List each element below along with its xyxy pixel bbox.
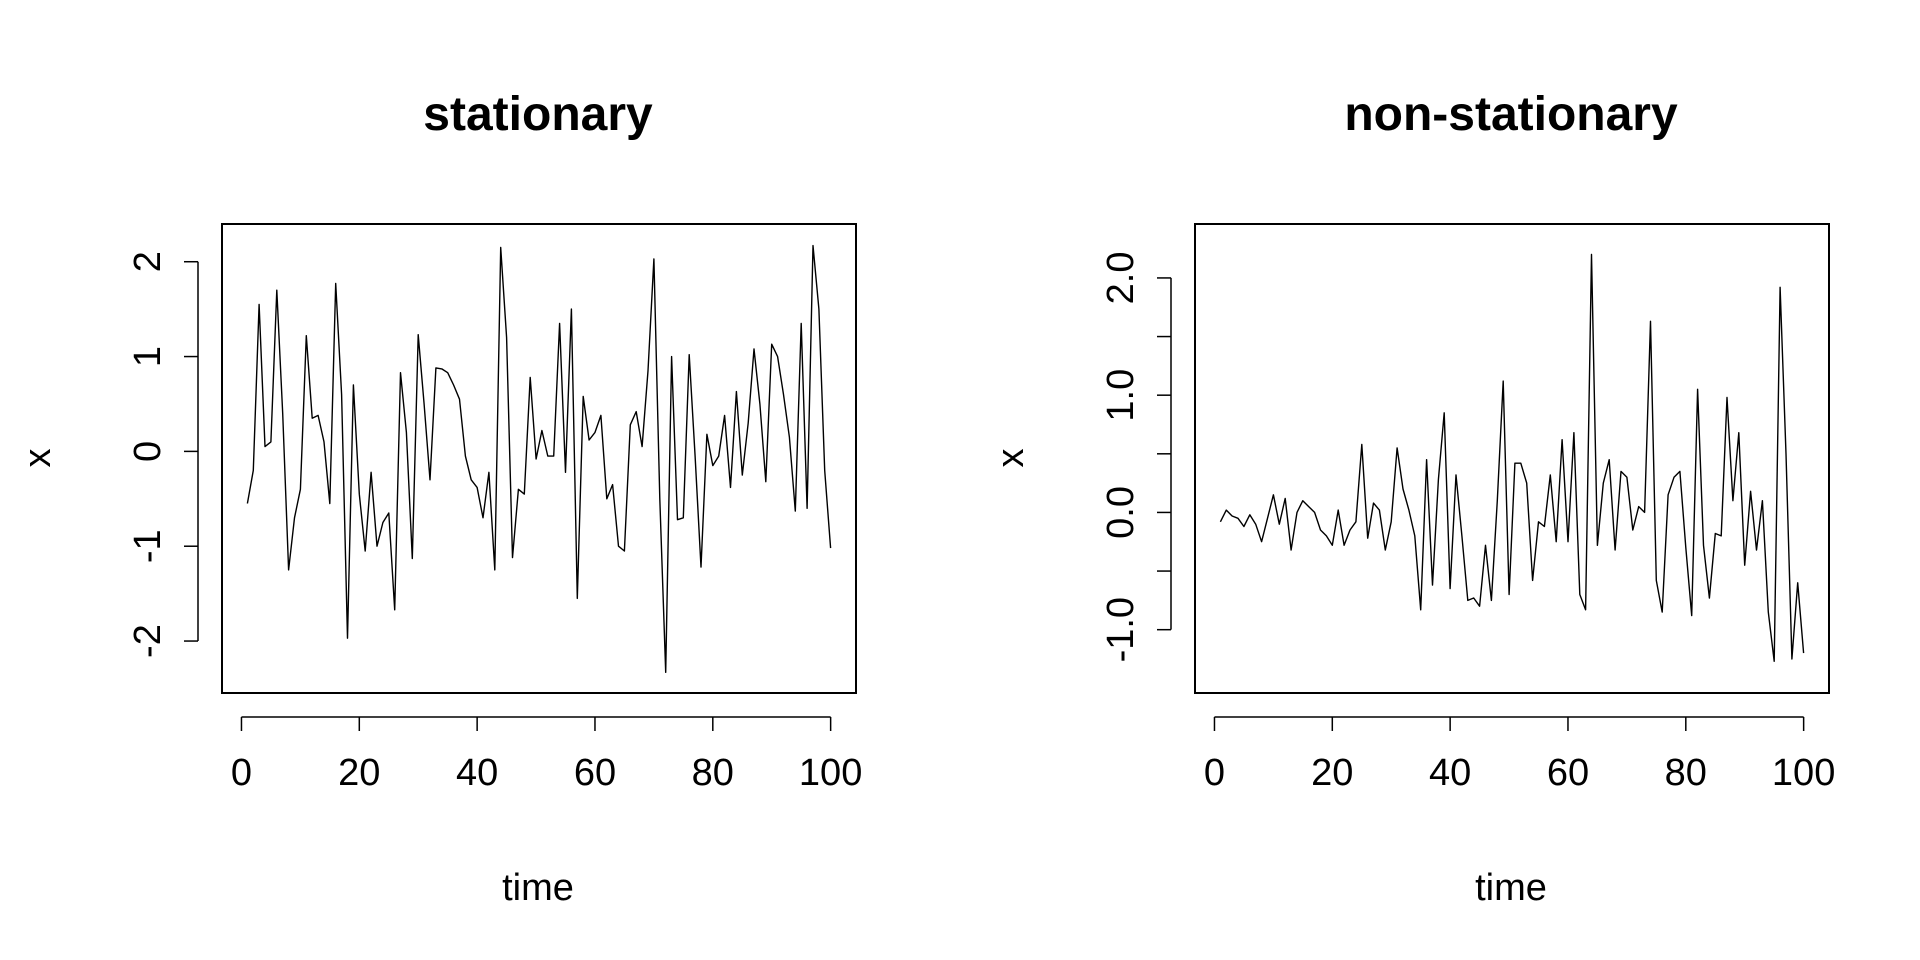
panel-title: stationary xyxy=(423,88,653,141)
y-tick-label: 1.0 xyxy=(1100,369,1142,422)
x-axis-label: time xyxy=(502,867,574,909)
x-axis: 0 20 40 60 80 100 xyxy=(231,716,862,794)
y-tick-label: 0.0 xyxy=(1100,486,1142,539)
x-tick-label: 0 xyxy=(231,752,252,794)
plot-frame xyxy=(1194,223,1830,694)
x-tick-label: 60 xyxy=(1547,752,1589,794)
x-tick-label: 0 xyxy=(1204,752,1225,794)
y-tick-label: 1 xyxy=(127,346,169,367)
y-axis: -1.0 0.0 1.0 2.0 xyxy=(1100,252,1172,662)
x-tick-label: 80 xyxy=(692,752,734,794)
y-tick-label: -2 xyxy=(127,624,169,658)
y-axis-label: x xyxy=(990,449,1032,468)
y-axis: -2 -1 0 1 2 xyxy=(127,251,199,658)
y-axis-label: x xyxy=(17,449,59,468)
series-line xyxy=(246,244,832,673)
panel-non-stationary: non-stationary 0 20 40 60 80 100 -1.0 0.0 1.0 2.… xyxy=(990,88,1835,909)
y-tick-label: 2.0 xyxy=(1100,252,1142,305)
y-tick-label: 2 xyxy=(127,251,169,272)
x-tick-label: 40 xyxy=(456,752,498,794)
x-tick-label: 100 xyxy=(1772,752,1835,794)
series-line xyxy=(1219,253,1805,662)
x-tick-label: 80 xyxy=(1665,752,1707,794)
x-tick-label: 60 xyxy=(574,752,616,794)
series-layer xyxy=(246,244,832,673)
y-tick-label: -1.0 xyxy=(1100,597,1142,662)
panel-stationary: stationary 0 20 40 60 80 100 -2 -1 0 1 2 time x xyxy=(17,88,862,909)
x-tick-label: 40 xyxy=(1429,752,1471,794)
x-axis: 0 20 40 60 80 100 xyxy=(1204,716,1835,794)
x-tick-label: 20 xyxy=(338,752,380,794)
x-tick-label: 100 xyxy=(799,752,862,794)
plot-frame xyxy=(221,223,857,694)
y-tick-label: -1 xyxy=(127,529,169,563)
x-tick-label: 20 xyxy=(1311,752,1353,794)
panel-title: non-stationary xyxy=(1344,88,1678,141)
x-axis-label: time xyxy=(1475,867,1547,909)
series-layer xyxy=(1219,253,1805,662)
y-tick-label: 0 xyxy=(127,441,169,462)
